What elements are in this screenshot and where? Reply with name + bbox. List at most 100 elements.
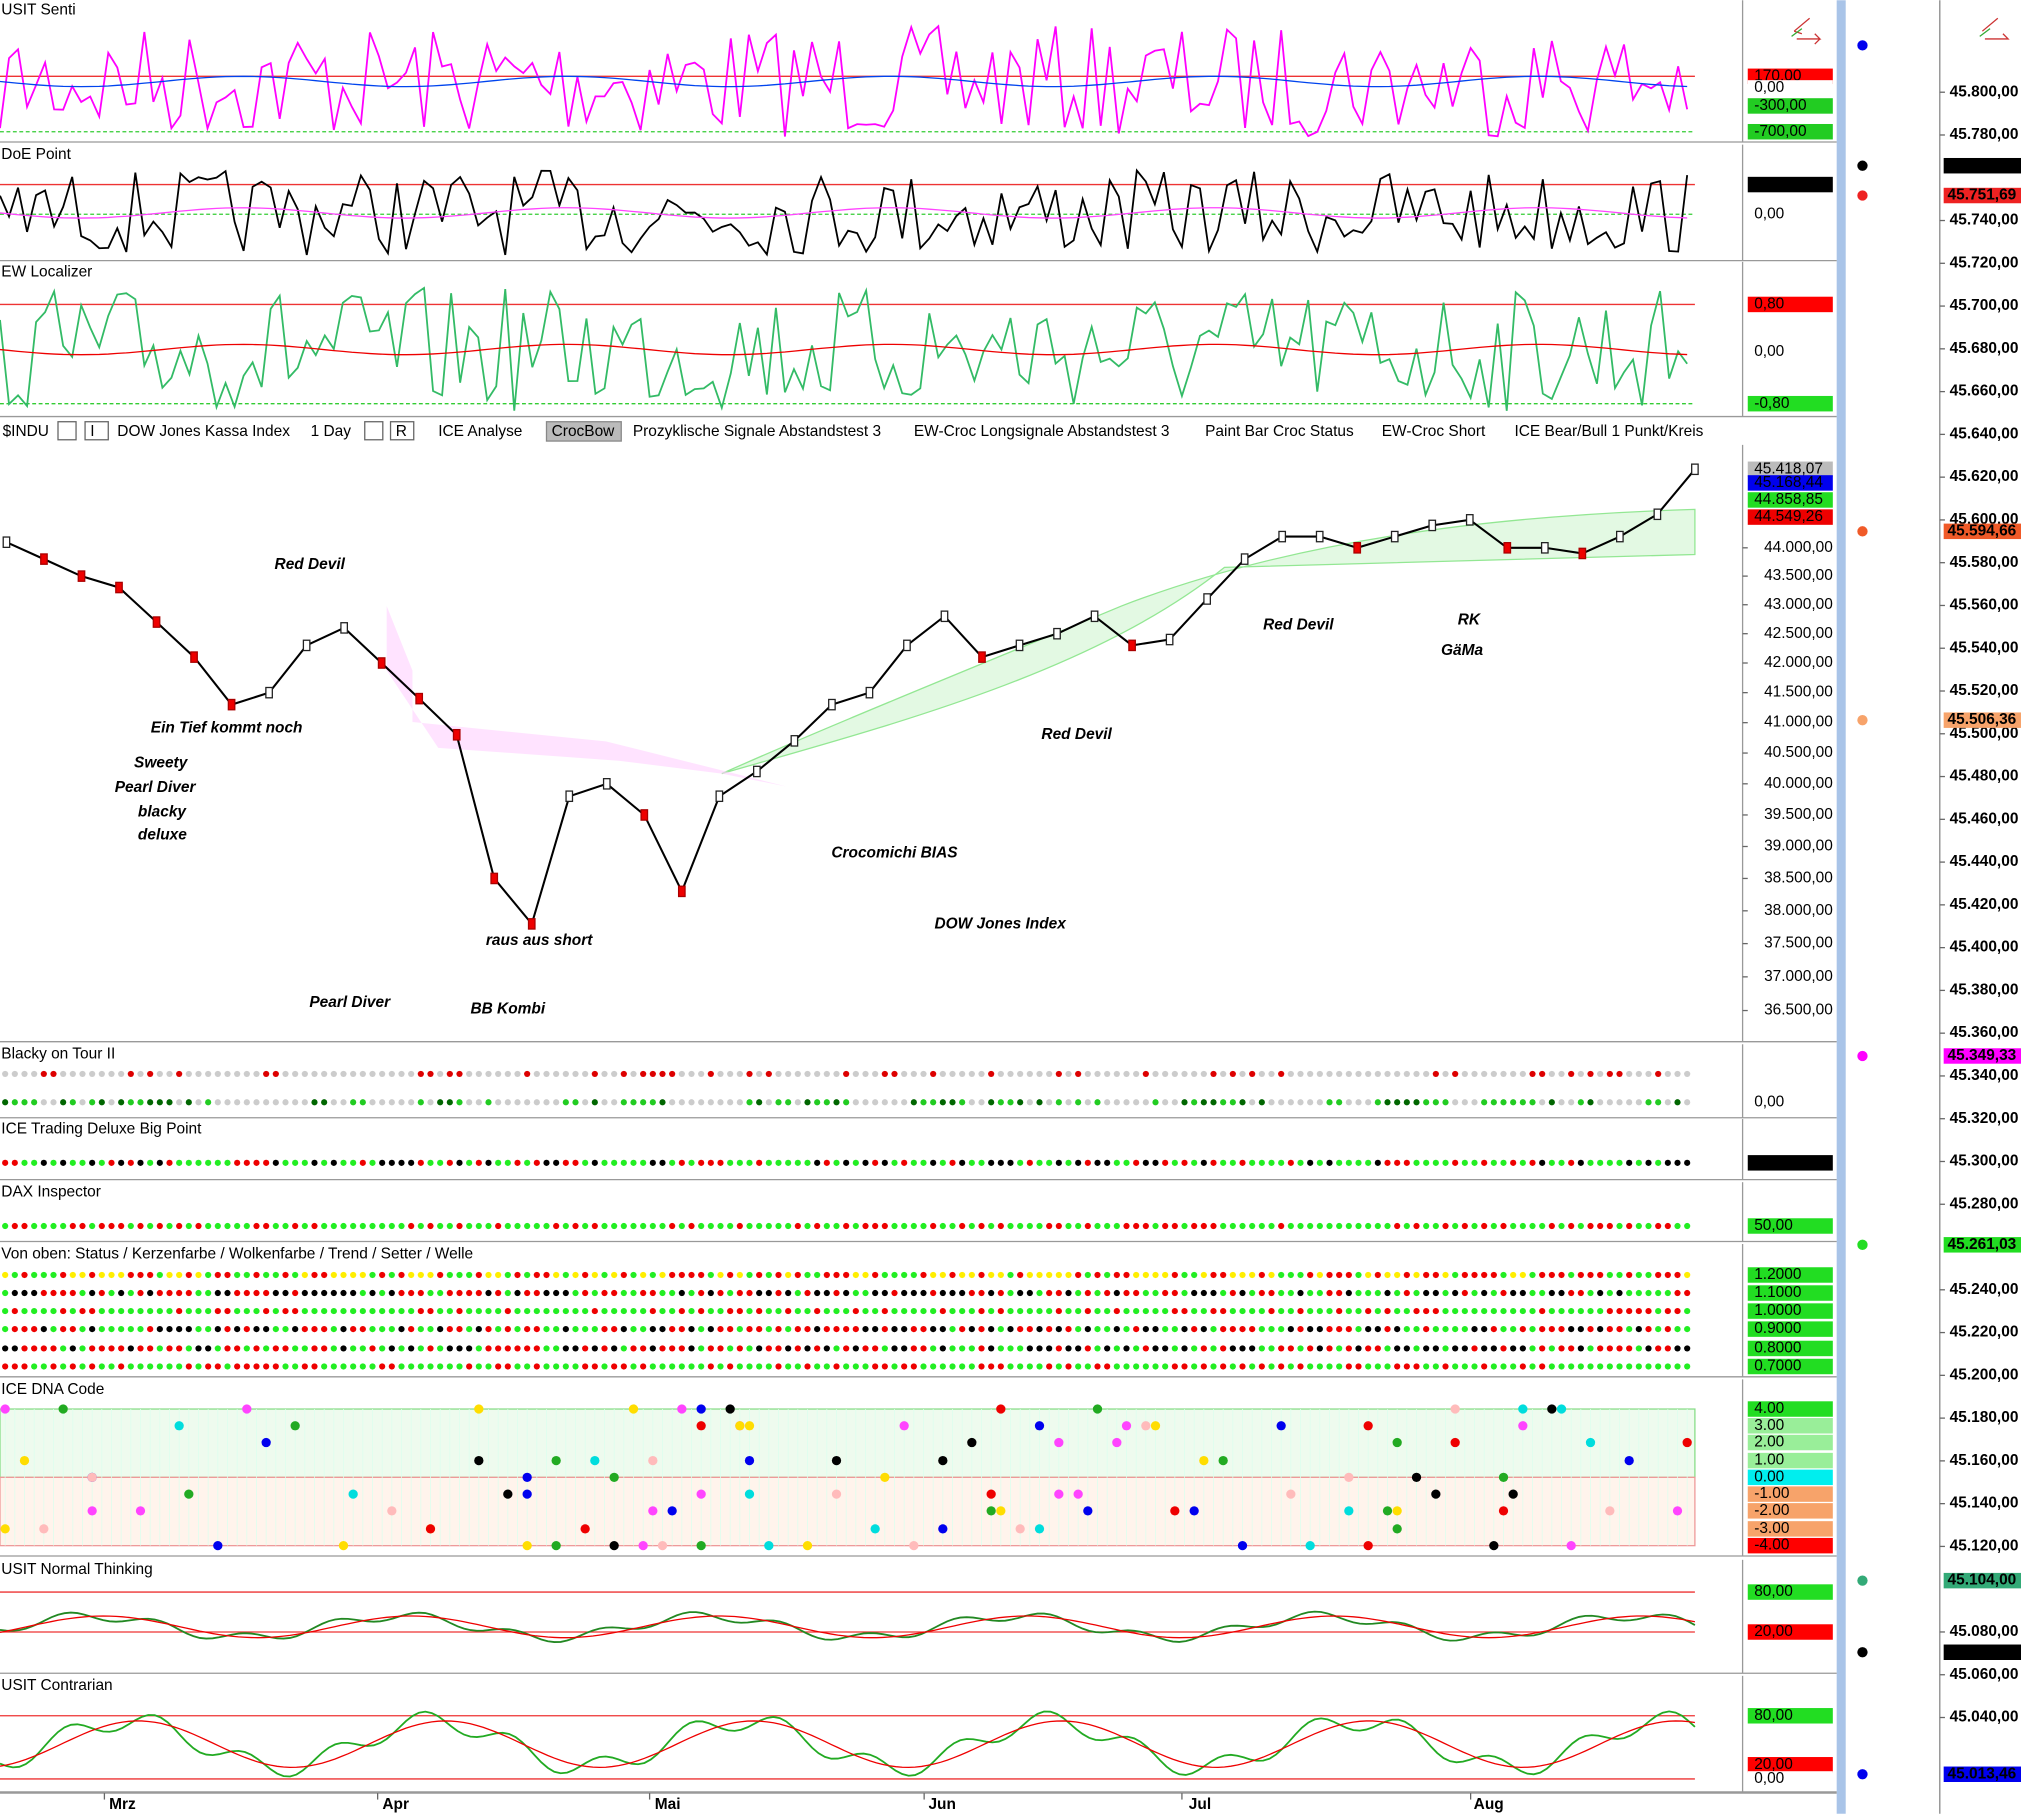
signal-dot [1684,1159,1691,1166]
splitter[interactable] [1836,0,1846,1814]
signal-dot [11,1271,18,1279]
toolbar-item[interactable]: EW-Croc Longsignale Abstandstest 3 [914,423,1170,440]
toolbar-item[interactable]: Paint Bar Croc Status [1205,423,1354,440]
signal-dot [388,1070,395,1078]
toolbar-icon[interactable] [1791,17,1822,45]
signal-dot [79,1289,86,1297]
signal-dot [978,1289,985,1297]
toolbar-item[interactable]: EW-Croc Short [1382,423,1486,440]
dna-dot [648,1506,658,1516]
signal-dot [988,1099,995,1106]
signal-dot [185,1289,192,1297]
signal-dot [533,1363,540,1370]
signal-dot [1500,1363,1507,1370]
signal-dot [79,1345,86,1352]
signal-dot [1481,1326,1488,1333]
signal-dot [321,1345,328,1352]
y-tick-label: 45.340,00 [1950,1067,2019,1084]
toolbar-item[interactable]: DOW Jones Kassa Index [117,423,290,440]
signal-dot [60,1363,67,1370]
signal-dot [1674,1363,1681,1370]
signal-dot [1355,1070,1362,1078]
signal-dot [988,1326,995,1333]
signal-dot [1539,1363,1546,1370]
signal-dot [1645,1271,1652,1279]
toolbar-item[interactable]: I [84,421,109,441]
signal-dot [620,1271,627,1279]
signal-dot [881,1271,888,1279]
signal-dot [988,1363,995,1370]
signal-dot [156,1099,163,1106]
price-badge [1943,187,2021,204]
signal-dot [446,1271,453,1279]
signal-dot [1181,1070,1188,1078]
signal-dot [939,1222,946,1230]
dna-dot [1392,1437,1402,1448]
y-tick-label: 45.700,00 [1950,297,2019,314]
signal-dot [40,1307,47,1315]
signal-dot [1065,1099,1072,1106]
signal-dot [398,1289,405,1297]
signal-dot [1510,1289,1517,1297]
signal-dot [1471,1363,1478,1370]
toolbar-item[interactable]: $INDU [3,423,49,440]
signal-dot [901,1326,908,1333]
toolbar-item[interactable]: CrocBow [545,421,622,442]
signal-dot [823,1345,830,1352]
dna-dot [522,1541,532,1551]
dna-dot [725,1404,735,1414]
signal-dot [591,1159,598,1166]
dropdown-box [389,421,415,441]
signal-dot [1249,1307,1256,1315]
signal-dot [1519,1271,1526,1279]
y-tick-label: 41.500,00 [1764,684,1833,701]
y-tick-label: 37.500,00 [1764,935,1833,952]
signal-dot [1616,1070,1623,1078]
signal-dot [1432,1307,1439,1315]
signal-dot [910,1307,917,1315]
signal-dot [234,1099,241,1106]
price-marker [1428,519,1437,532]
price-marker [340,622,349,634]
toolbar-item[interactable]: ICE Bear/Bull 1 Punkt/Kreis [1514,423,1703,440]
signal-dot [1568,1099,1575,1106]
signal-dot [1297,1363,1304,1370]
signal-dot [920,1271,927,1279]
toolbar-item[interactable]: ICE Analyse [438,423,522,440]
signal-dot [1365,1222,1372,1230]
y-tick-label: 41.000,00 [1764,714,1833,731]
signal-dot [1374,1345,1381,1352]
signal-dot [1036,1099,1043,1106]
signal-dot [1355,1099,1362,1106]
signal-dot [1152,1307,1159,1315]
signal-dot [1239,1099,1246,1106]
signal-dot [1471,1159,1478,1166]
signal-dot [1278,1289,1285,1297]
toolbar-item[interactable]: 1 Day [311,423,352,440]
signal-dot [930,1271,937,1279]
toolbar-item[interactable]: R [389,421,415,441]
signal-dot [843,1222,850,1230]
signal-dot [794,1289,801,1297]
dropdown-box[interactable] [57,421,77,441]
signal-dot [1655,1345,1662,1352]
toolbar-item[interactable]: Prozyklische Signale Abstandstest 3 [633,423,881,440]
signal-dot [1123,1363,1130,1370]
signal-dot [1055,1326,1062,1333]
signal-dot [1481,1289,1488,1297]
signal-dot [1500,1326,1507,1333]
dropdown-box[interactable] [364,421,384,441]
signal-dot [553,1363,560,1370]
signal-dot [437,1222,444,1230]
signal-dot [1568,1222,1575,1230]
signal-dot [1597,1363,1604,1370]
signal-dot [1471,1099,1478,1106]
toolbar-icon[interactable] [1979,17,2010,40]
signal-dot [1461,1070,1468,1078]
signal-dot [330,1222,337,1230]
signal-dot [1500,1271,1507,1279]
signal-dot [1548,1307,1555,1315]
signal-dot [543,1345,550,1352]
signal-dot [1587,1326,1594,1333]
signal-dot [1558,1222,1565,1230]
